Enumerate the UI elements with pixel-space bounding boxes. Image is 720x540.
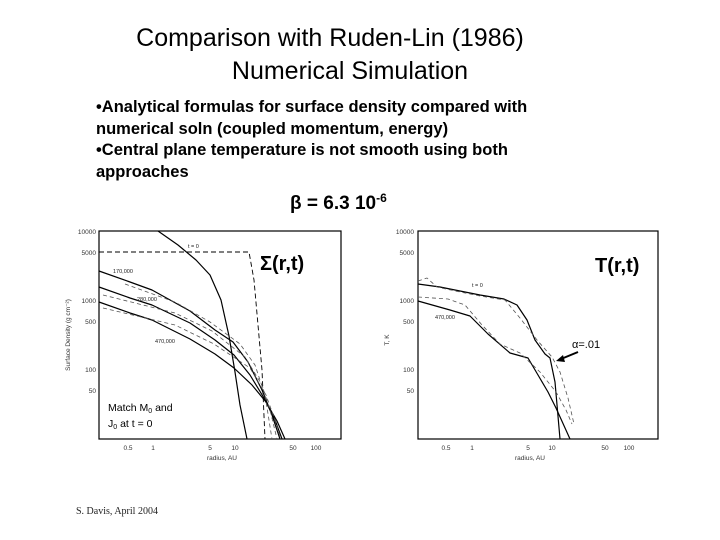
series-t0-analytic: [99, 251, 266, 440]
bullet-1-line-1: •Analytical formulas for surface density…: [96, 98, 528, 116]
left-plot-frame: [98, 230, 342, 440]
series-t0-numerical: [157, 230, 248, 440]
series-470000: [98, 301, 286, 440]
left-ytick: 100: [85, 367, 96, 374]
beta-parameter: β = 6.3 10-6: [290, 191, 387, 215]
temp-series-t0-numerical: [417, 283, 561, 440]
temp-label-470000: 470,000: [435, 315, 455, 321]
temp-series-470000-numerical: [417, 300, 571, 440]
svg-text:J0 at t = 0: J0 at t = 0: [108, 418, 153, 431]
slide-title: Comparison with Ruden-Lin (1986) Numeric…: [0, 22, 720, 88]
left-xtick: 5: [208, 445, 212, 452]
right-ytick: 1000: [400, 298, 415, 305]
beta-exponent: -6: [376, 191, 387, 205]
temp-series-470000-analytic: [417, 296, 573, 425]
left-xtick: 100: [311, 445, 322, 452]
series-analytic-170000: [124, 283, 273, 440]
bullet-1-line-2: numerical soln (coupled momentum, energy…: [96, 119, 449, 138]
label-280000: 280,000: [137, 297, 157, 303]
right-xtick: 50: [601, 445, 609, 452]
bullet-2-line-2: approaches: [96, 162, 189, 181]
left-xtick: 50: [289, 445, 297, 452]
arrow-icon: [556, 351, 579, 362]
footer-credit: S. Davis, April 2004: [76, 506, 158, 517]
left-ytick: 10000: [78, 229, 96, 236]
left-xtick: 1: [151, 445, 155, 452]
sigma-title: Σ(r,t): [260, 253, 304, 275]
right-ytick: 10000: [396, 229, 414, 236]
left-ytick: 500: [85, 319, 96, 326]
left-ylabel: Surface Density (g cm⁻²): [65, 299, 72, 371]
temp-series-t0-analytic: [417, 277, 575, 425]
temperature-title: T(r,t): [595, 255, 639, 277]
series-analytic-280000: [102, 294, 278, 440]
bullet-2-line-1: •Central plane temperature is not smooth…: [96, 141, 508, 159]
left-ytick: 50: [89, 388, 97, 395]
left-xtick: 0.5: [123, 445, 132, 452]
right-ytick: 5000: [400, 250, 415, 257]
label-170000: 170,000: [113, 269, 133, 275]
svg-text:Match M0 and: Match M0 and: [108, 402, 173, 415]
bullet-list: •Analytical formulas for surface density…: [96, 97, 616, 183]
right-xtick: 10: [548, 445, 556, 452]
right-ylabel: T, K: [384, 334, 391, 346]
left-ytick: 1000: [82, 298, 97, 305]
label-t0: t = 0: [188, 244, 199, 250]
temp-label-t0: t = 0: [472, 283, 483, 289]
left-ytick: 5000: [82, 250, 97, 257]
title-line-2: Numerical Simulation: [231, 57, 469, 85]
match-note: Match M0 and J0 at t = 0: [108, 402, 173, 431]
right-ytick: 50: [407, 388, 415, 395]
right-ytick: 500: [403, 319, 414, 326]
right-xtick: 100: [624, 445, 635, 452]
right-ytick: 100: [403, 367, 414, 374]
series-280000: [98, 286, 283, 440]
beta-label: β = 6.3 10: [290, 193, 377, 214]
left-xlabel: radius, AU: [207, 455, 237, 462]
title-line-1: Comparison with Ruden-Lin (1986): [136, 24, 524, 52]
series-analytic-470000: [102, 307, 282, 440]
left-xtick: 10: [231, 445, 239, 452]
alpha-label: α=.01: [572, 339, 600, 351]
right-plot-frame: [417, 230, 659, 440]
right-xtick: 0.5: [441, 445, 450, 452]
label-470000: 470,000: [155, 339, 175, 345]
series-170000: [98, 270, 281, 440]
right-xtick: 5: [526, 445, 530, 452]
right-xlabel: radius, AU: [515, 455, 545, 462]
right-xtick: 1: [470, 445, 474, 452]
